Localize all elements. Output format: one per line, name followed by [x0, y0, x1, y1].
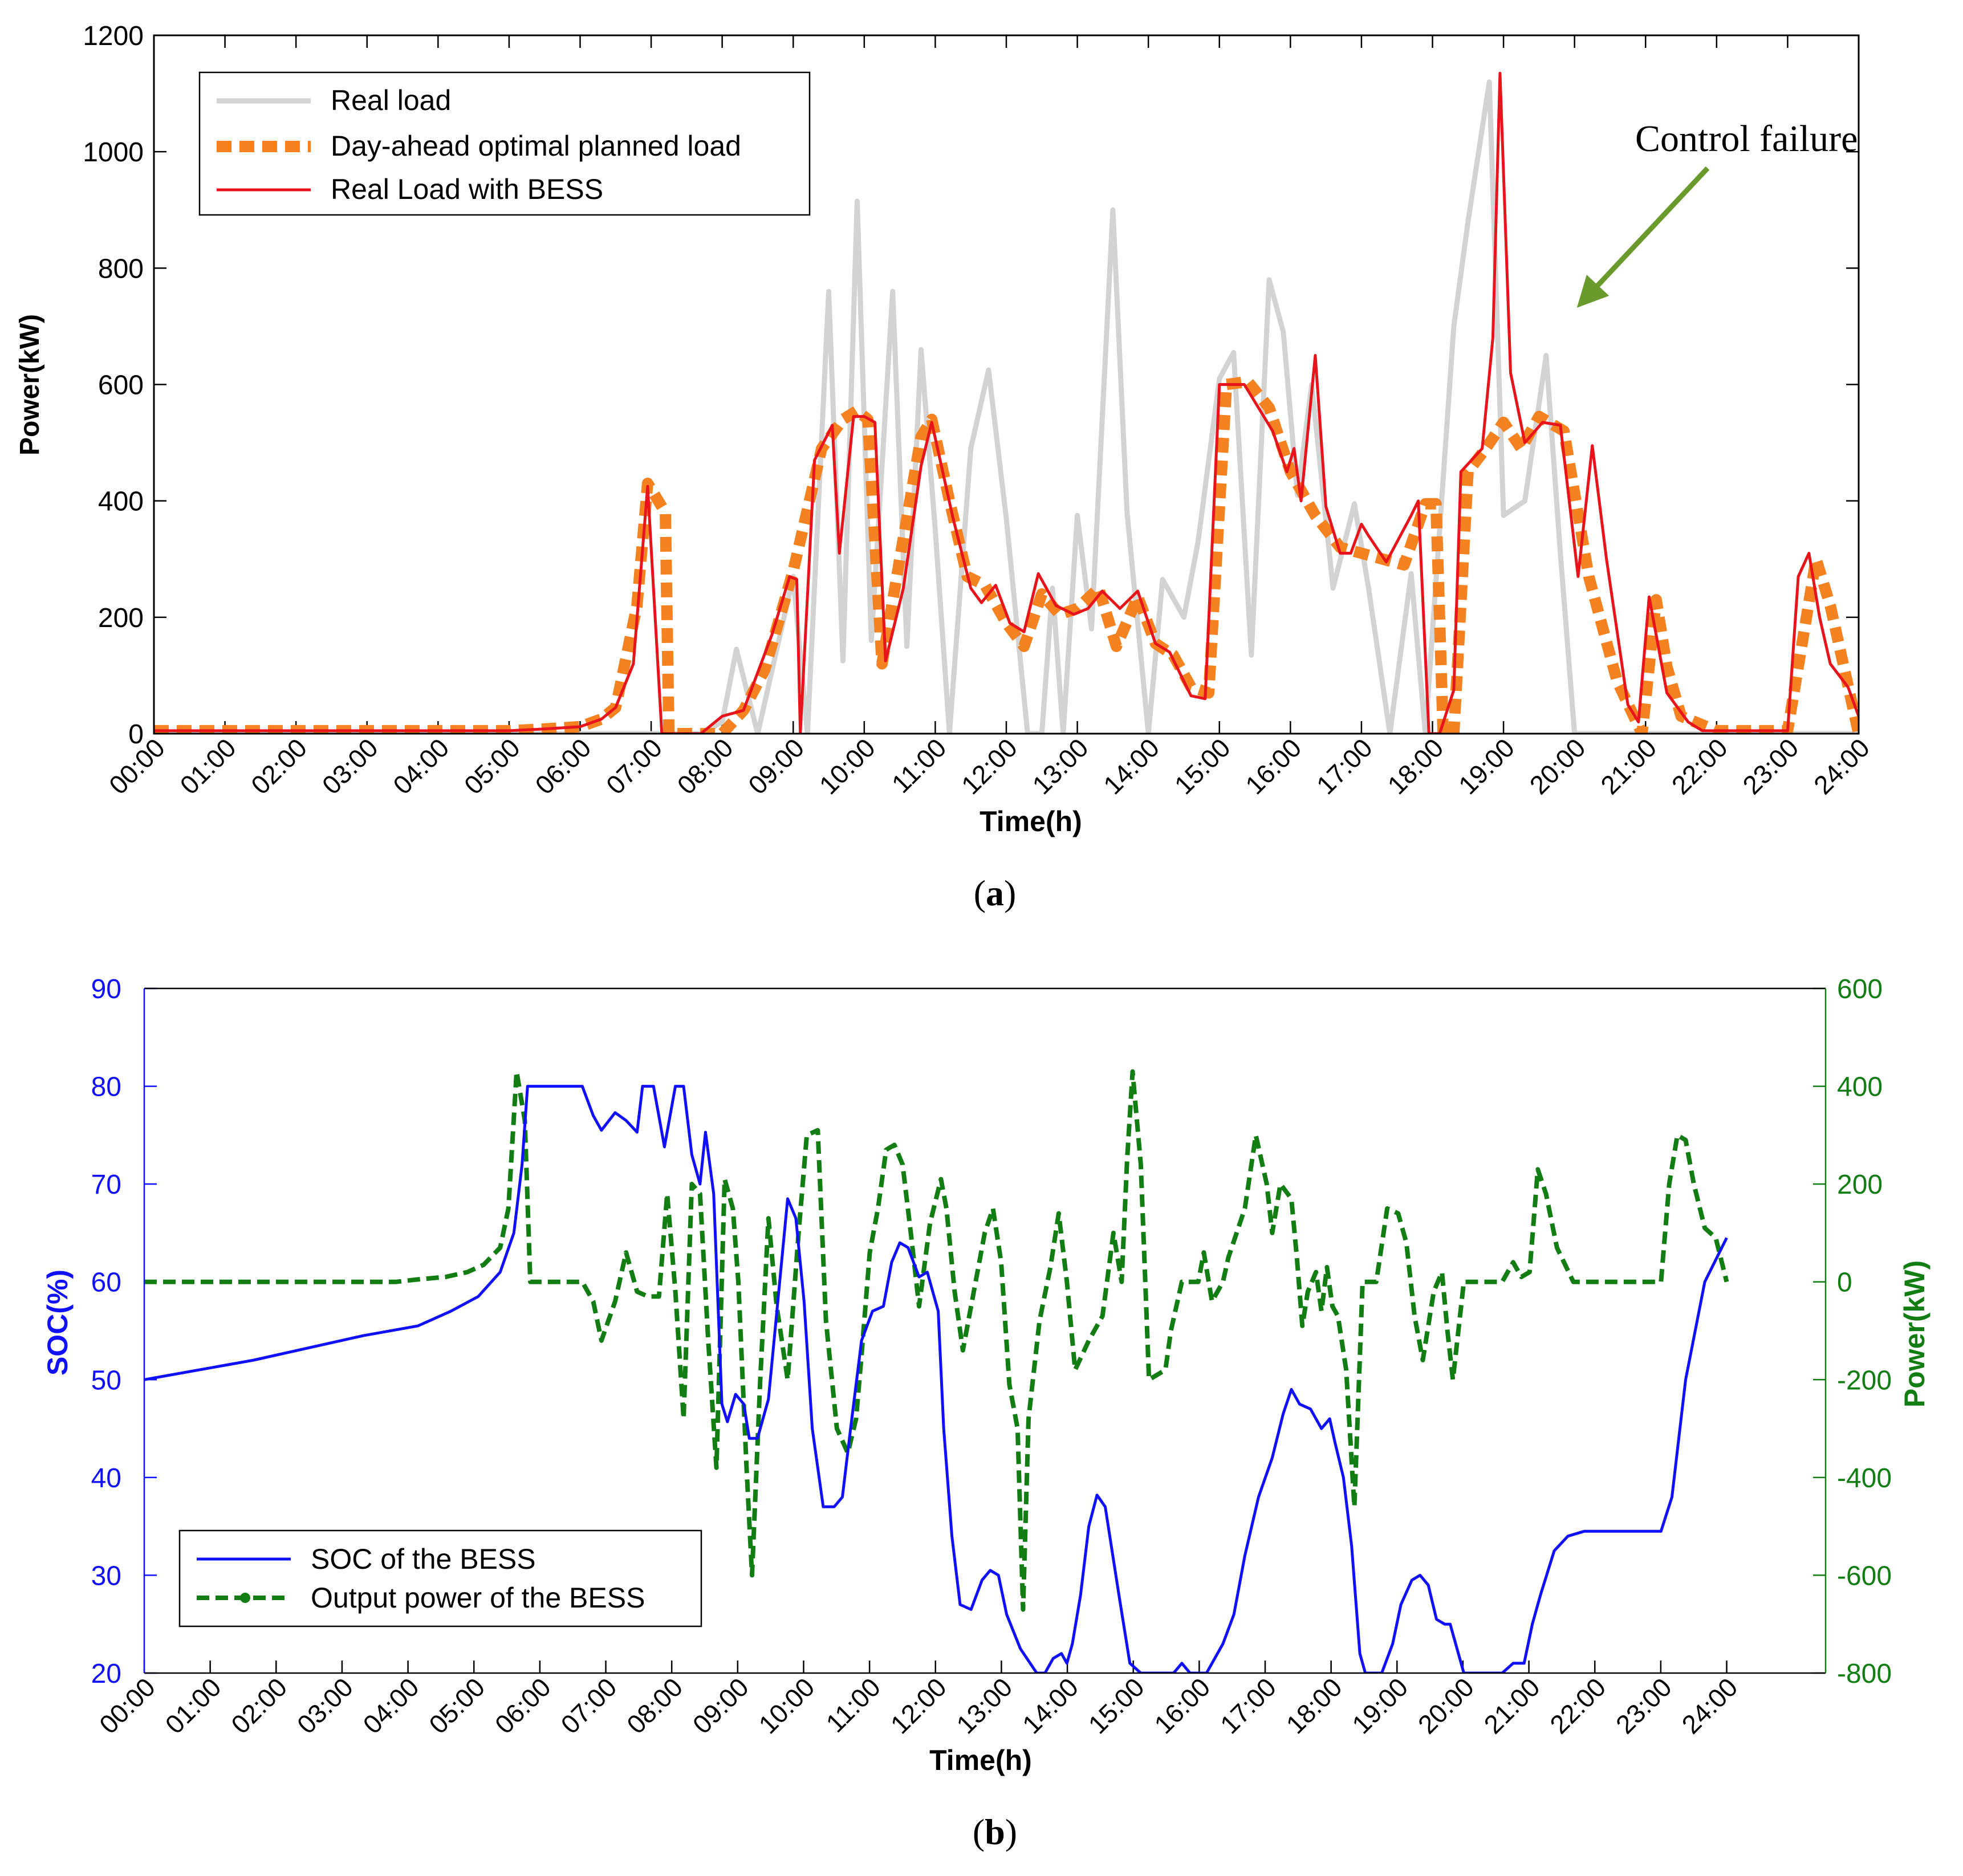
b-y-right-tick-label: 400 — [1837, 1072, 1883, 1102]
a-x-axis-label: Time(h) — [980, 805, 1082, 837]
b-x-tick-label: 19:00 — [1346, 1672, 1413, 1739]
b-series-output-power — [144, 1069, 1729, 1612]
a-y-tick-label: 0 — [128, 719, 144, 750]
b-x-tick-label: 02:00 — [225, 1672, 292, 1739]
b-x-tick-label: 04:00 — [357, 1672, 424, 1739]
a-legend-label-plan: Day-ahead optimal planned load — [331, 130, 741, 162]
a-annotation-text: Control failure — [1635, 118, 1858, 160]
a-x-tick-label: 24:00 — [1808, 733, 1875, 800]
b-x-tick-label: 15:00 — [1083, 1672, 1150, 1739]
b-x-tick-label: 20:00 — [1412, 1672, 1480, 1739]
a-series-real-load — [154, 79, 1859, 734]
b-y-left-tick-label: 60 — [91, 1268, 121, 1298]
a-x-tick-label: 08:00 — [672, 733, 739, 800]
a-x-tick-label: 09:00 — [742, 733, 810, 800]
a-legend: Real load Day-ahead optimal planned load… — [198, 71, 811, 216]
b-x-tick-label: 12:00 — [885, 1672, 952, 1739]
a-annotation-arrow — [1576, 166, 1710, 308]
a-y-tick-label: 1000 — [83, 137, 144, 168]
b-x-tick-label: 13:00 — [950, 1672, 1018, 1739]
b-legend: SOC of the BESS Output power of the BESS — [178, 1529, 702, 1627]
a-x-tick-label: 14:00 — [1098, 733, 1165, 800]
a-y-tick-label: 400 — [98, 487, 144, 517]
b-series-soc — [144, 1085, 1728, 1673]
b-y-right-tick-label: 200 — [1837, 1170, 1883, 1200]
a-y-tick-label: 800 — [98, 254, 144, 284]
a-x-tick-label: 02:00 — [245, 733, 312, 800]
b-x-tick-label: 08:00 — [621, 1672, 688, 1739]
a-x-tick-label: 07:00 — [600, 733, 668, 800]
b-x-tick-label: 11:00 — [820, 1672, 886, 1738]
b-y-left-tick-label: 90 — [91, 974, 121, 1004]
a-x-tick-label: 01:00 — [174, 733, 241, 800]
b-caption: (b) — [973, 1812, 1017, 1852]
b-y-right-tick-label: -800 — [1837, 1659, 1892, 1689]
a-x-tick-label: 03:00 — [316, 733, 384, 800]
b-x-tick-label: 21:00 — [1478, 1672, 1545, 1739]
b-x-tick-label: 07:00 — [555, 1672, 622, 1739]
a-y-tick-label: 1200 — [83, 21, 144, 51]
b-x-tick-label: 22:00 — [1544, 1672, 1611, 1739]
b-x-tick-label: 16:00 — [1148, 1672, 1216, 1739]
a-x-tick-label: 18:00 — [1381, 733, 1449, 800]
b-y-left-tick-label: 70 — [91, 1170, 121, 1200]
b-y-left-tick-label: 50 — [91, 1365, 121, 1395]
b-x-tick-label: 10:00 — [753, 1672, 820, 1739]
b-x-tick-label: 05:00 — [423, 1672, 490, 1739]
b-x-tick-label: 03:00 — [291, 1672, 359, 1739]
b-x-tick-label: 18:00 — [1281, 1672, 1348, 1739]
a-x-tick-label: 19:00 — [1453, 733, 1520, 800]
b-y-left-axis-label: SOC(%) — [42, 1269, 74, 1376]
b-x-tick-label: 23:00 — [1610, 1672, 1677, 1739]
a-y-tick-label: 200 — [98, 603, 144, 633]
b-x-tick-label: 14:00 — [1017, 1672, 1084, 1739]
a-x-tick-label: 04:00 — [387, 733, 454, 800]
b-y-right-tick-label: -600 — [1837, 1561, 1892, 1591]
a-caption: (a) — [974, 873, 1017, 913]
a-plot-frame — [153, 34, 1860, 735]
b-x-tick-label: 06:00 — [489, 1672, 556, 1739]
a-series-planned-load — [154, 376, 1859, 734]
b-x-tick-label: 09:00 — [687, 1672, 754, 1739]
b-y-right-tick-label: -200 — [1837, 1365, 1892, 1395]
a-y-tick-label: 600 — [98, 371, 144, 401]
b-x-tick-label: 01:00 — [160, 1672, 227, 1739]
b-y-left-tick-label: 30 — [91, 1561, 121, 1591]
b-y-left-tick-label: 20 — [91, 1659, 121, 1689]
b-x-tick-label: 24:00 — [1676, 1672, 1743, 1739]
a-x-tick-label: 10:00 — [814, 733, 881, 800]
b-x-axis-label: Time(h) — [929, 1744, 1032, 1776]
a-x-tick-label: 05:00 — [458, 733, 526, 800]
b-y-left-tick-label: 80 — [91, 1072, 121, 1102]
a-legend-label-real: Real load — [331, 84, 451, 116]
b-y-left-tick-label: 40 — [91, 1463, 121, 1494]
a-x-tick-label: 16:00 — [1239, 733, 1307, 800]
a-x-tick-label: 12:00 — [956, 733, 1023, 800]
a-x-tick-label: 06:00 — [529, 733, 596, 800]
a-x-tick-label: 21:00 — [1595, 733, 1662, 800]
chart-b: 20 30 40 50 60 70 80 90 -800 -600 -400 -200 0 200 400 6… — [42, 974, 1931, 1852]
a-series-real-load-bess — [154, 71, 1859, 734]
a-y-axis-label: Power(kW) — [15, 314, 45, 455]
a-x-tick-label: 23:00 — [1737, 733, 1804, 800]
a-x-tick-label: 20:00 — [1524, 733, 1591, 800]
b-y-right-axis-label: Power(kW) — [1899, 1260, 1931, 1407]
a-x-tick-label: 22:00 — [1666, 733, 1733, 800]
a-x-tick-label: 15:00 — [1169, 733, 1236, 800]
b-y-right-tick-label: 600 — [1837, 974, 1883, 1004]
b-y-right-tick-label: -400 — [1837, 1463, 1892, 1494]
a-x-tick-label: 17:00 — [1311, 733, 1378, 800]
b-legend-label-power: Output power of the BESS — [311, 1582, 645, 1614]
b-x-tick-label: 17:00 — [1214, 1672, 1282, 1739]
b-legend-label-soc: SOC of the BESS — [311, 1543, 536, 1575]
a-x-tick-label: 13:00 — [1026, 733, 1094, 800]
a-legend-label-bess: Real Load with BESS — [331, 173, 603, 205]
b-y-right-tick-label: 0 — [1837, 1268, 1852, 1298]
b-legend-marker-power — [240, 1593, 250, 1603]
a-x-tick-label: 11:00 — [886, 733, 952, 799]
